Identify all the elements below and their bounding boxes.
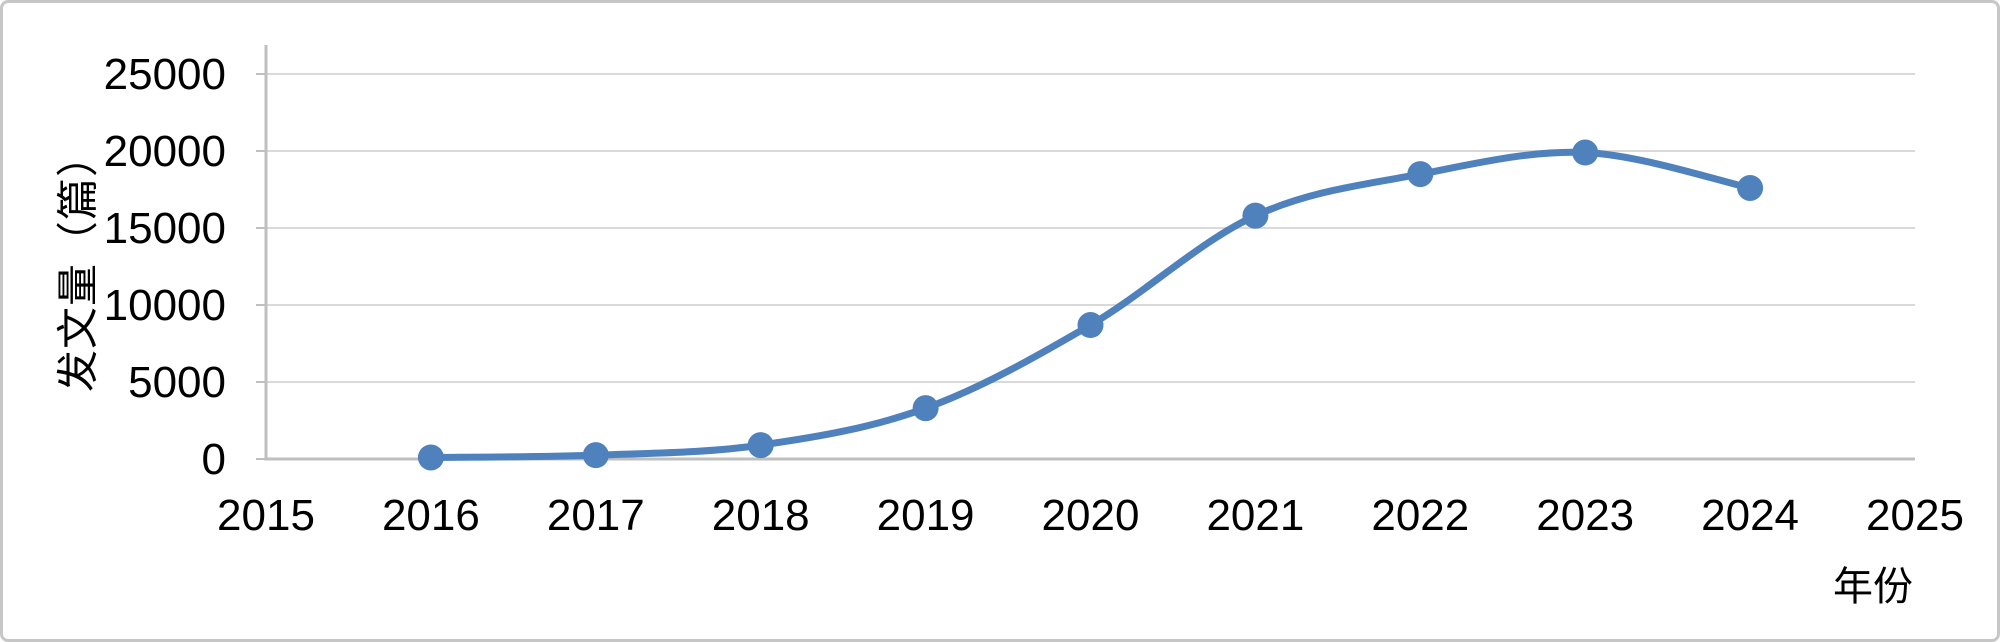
data-point-2020 [1077, 312, 1104, 339]
y-axis-tick-label: 10000 [104, 281, 226, 330]
y-axis-title: 发文量（篇） [53, 133, 103, 393]
data-point-2023 [1572, 139, 1599, 166]
x-axis-tick-label: 2022 [1371, 491, 1469, 540]
line-chart-plot: 0 5000 10000 15000 20000 25000 2015 2016 2017 201… [104, 45, 1964, 540]
y-axis-tick-label: 20000 [104, 127, 226, 176]
data-point-2018 [747, 432, 774, 459]
x-axis-tick-label: 2015 [217, 491, 315, 540]
data-point-2024 [1737, 174, 1764, 201]
x-axis-tick-label: 2018 [712, 491, 810, 540]
x-axis-tick-label: 2016 [382, 491, 480, 540]
data-point-2017 [582, 442, 609, 469]
y-axis-tick-label: 5000 [128, 358, 226, 407]
y-axis-tick-label: 0 [202, 435, 226, 484]
x-axis-tick-label: 2021 [1206, 491, 1304, 540]
x-axis-tick-label: 2019 [877, 491, 975, 540]
x-axis-tick-label: 2020 [1042, 491, 1140, 540]
y-axis-tick-label: 15000 [104, 204, 226, 253]
x-axis-tick-label: 2025 [1866, 491, 1964, 540]
data-point-2016 [417, 444, 444, 471]
x-axis-title: 年份 [1833, 564, 1913, 610]
data-point-2022 [1407, 161, 1434, 188]
data-point-2021 [1242, 202, 1269, 229]
data-point-2019 [912, 395, 939, 422]
x-axis-tick-label: 2024 [1701, 491, 1799, 540]
y-axis-tick-label: 25000 [104, 50, 226, 99]
x-axis-tick-label: 2023 [1536, 491, 1634, 540]
x-axis-tick-label: 2017 [547, 491, 645, 540]
